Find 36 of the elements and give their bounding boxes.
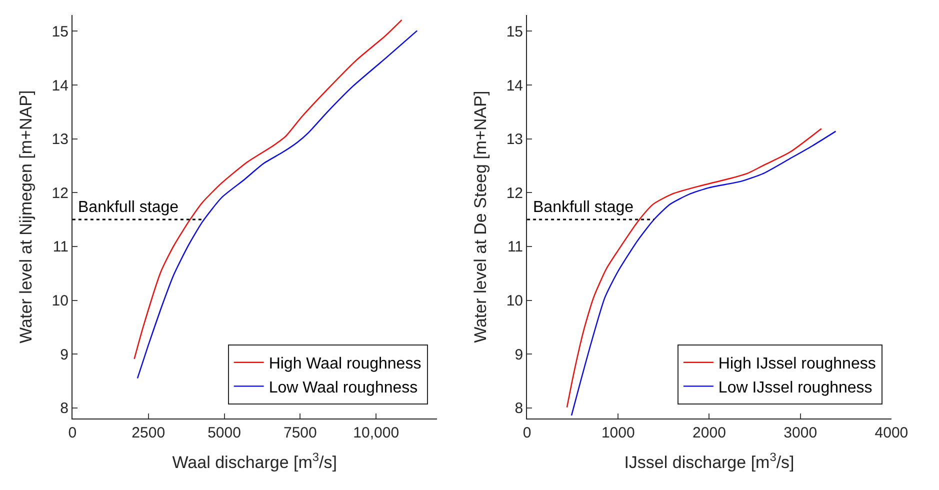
y-tick-label: 14 (52, 77, 68, 94)
x-tick-label: 1000 (601, 424, 635, 442)
x-tick-label: 2000 (692, 424, 726, 442)
x-tick-label: 4000 (874, 424, 908, 442)
y-tick-label: 10 (506, 292, 524, 310)
x-axis-title: Waal discharge [m$^{3}$/s] (172, 450, 338, 472)
x-tick-label: 7500 (283, 424, 317, 442)
y-tick-label: 10 (52, 292, 68, 310)
y-tick-label: 9 (514, 346, 524, 364)
y-tick-label: 15 (506, 23, 524, 40)
x-tick-label: 10,000 (353, 424, 400, 442)
y-tick-label: 8 (60, 400, 68, 418)
y-tick-label: 13 (506, 131, 524, 148)
x-tick-label: 3000 (784, 424, 818, 442)
y-tick-label: 12 (506, 184, 524, 202)
y-tick-label: 13 (52, 131, 68, 148)
y-tick-label: 11 (52, 238, 68, 256)
x-tick-label: 2500 (132, 424, 166, 442)
legend-label: Low Waal roughness (268, 379, 418, 396)
y-tick-label: 9 (60, 346, 68, 364)
y-tick-label: 15 (52, 23, 68, 40)
ref-line-label: Bankfull stage (533, 199, 634, 216)
x-tick-label: 5000 (208, 424, 241, 442)
legend-label: High IJssel roughness (718, 356, 876, 373)
y-tick-label: 8 (514, 400, 524, 418)
y-tick-label: 11 (507, 238, 524, 256)
x-tick-label: 0 (68, 424, 77, 442)
ref-line-label: Bankfull stage (78, 199, 179, 216)
x-tick-label: 0 (522, 424, 532, 442)
y-axis-title: Water level at Nijmegen [m+NAP] (16, 90, 36, 344)
y-axis-title: Water level at De Steeg [m+NAP] (470, 90, 490, 343)
legend-label: High Waal roughness (268, 356, 422, 373)
x-axis-title: IJssel discharge [m$^{3}$/s] (624, 450, 794, 472)
y-tick-label: 12 (52, 184, 68, 202)
legend-label: Low IJssel roughness (718, 379, 872, 396)
y-tick-label: 14 (506, 77, 524, 94)
